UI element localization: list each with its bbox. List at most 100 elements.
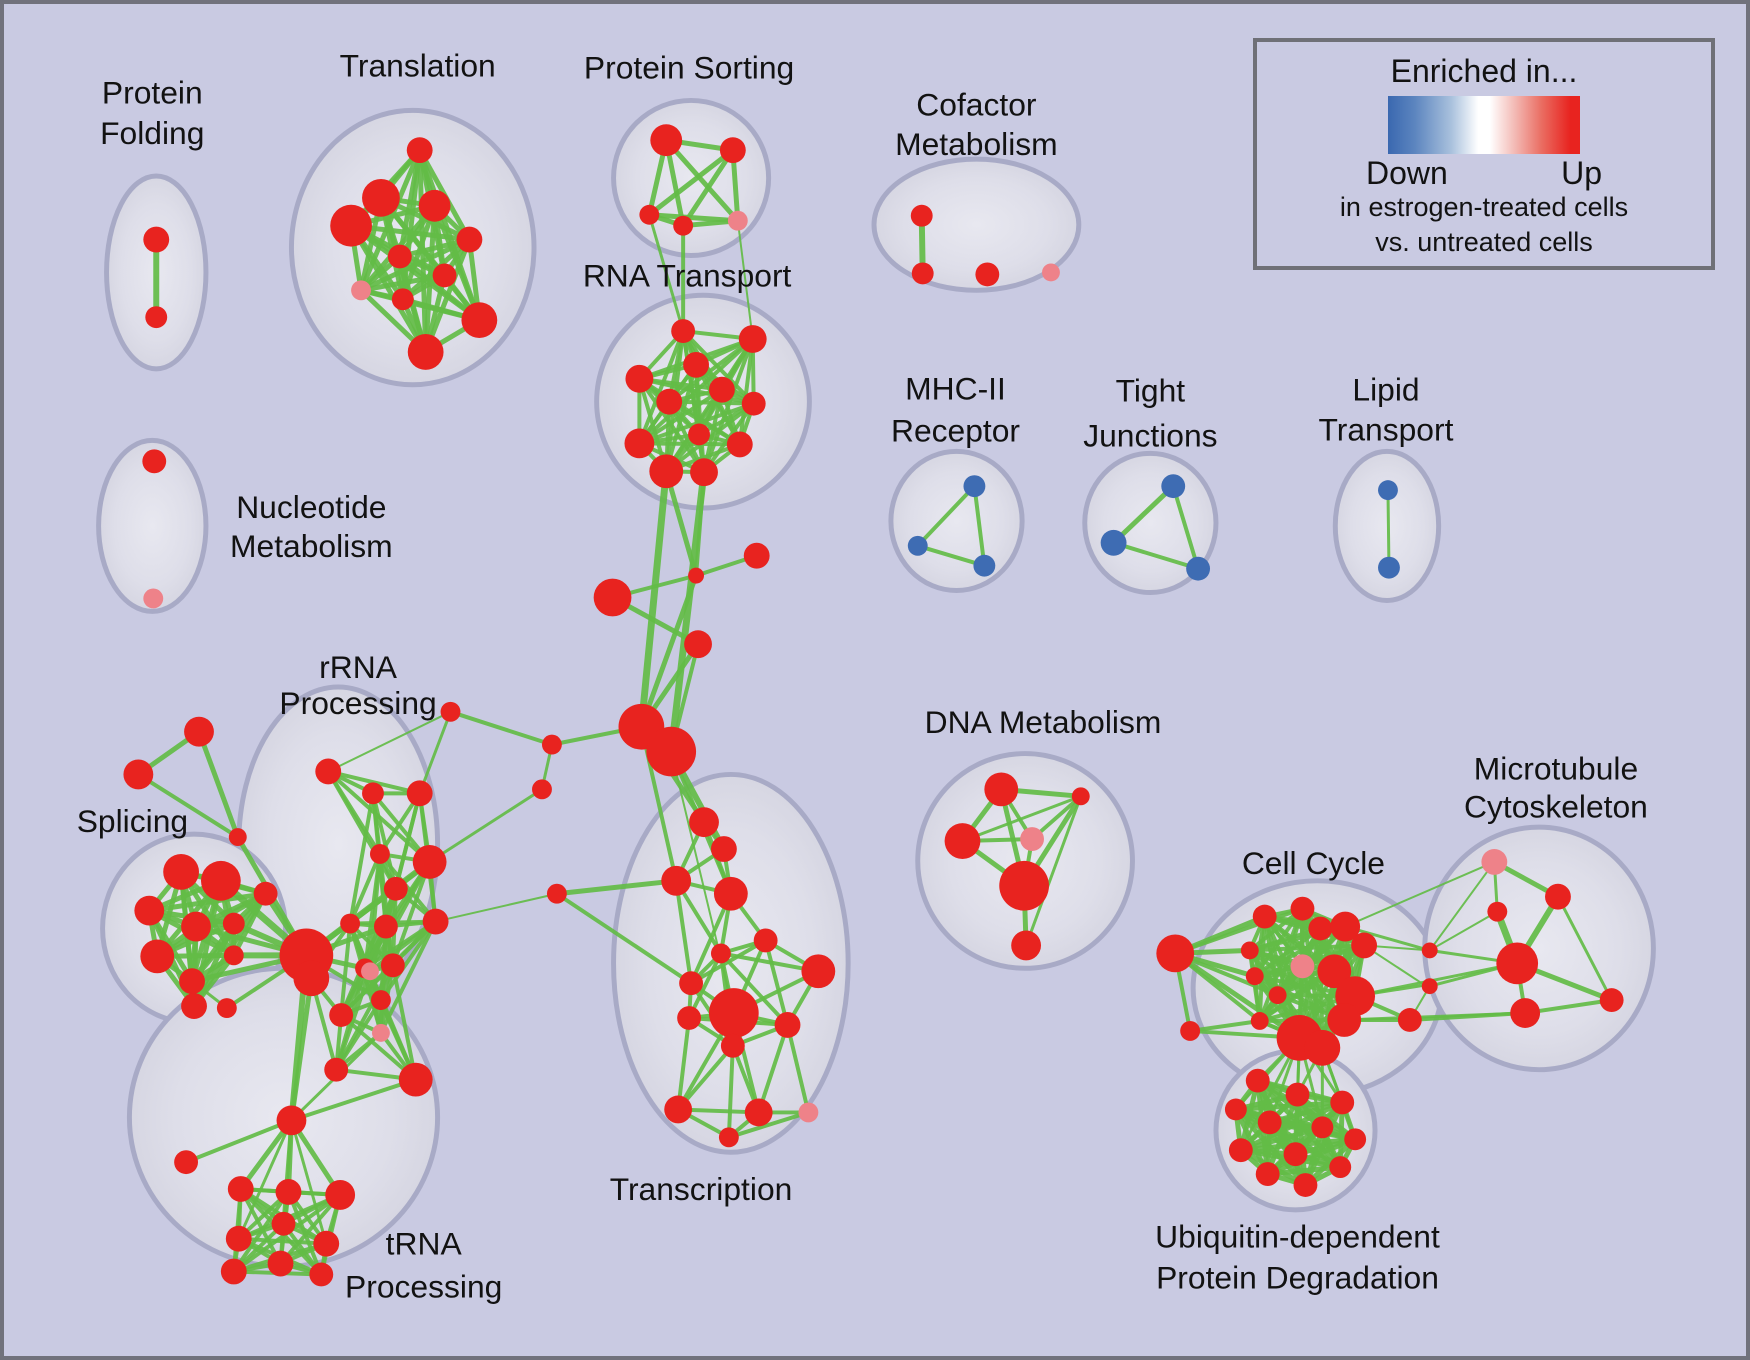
gene-set-node [1020,827,1044,851]
cluster-ellipse-dna-metabolism [915,751,1135,971]
gene-set-node [798,1102,819,1123]
enrichment-edge [670,750,735,1015]
gene-set-node [944,823,981,859]
enrichment-edge [1556,895,1614,1002]
cluster-ellipse-microtubule-cytoskeleton [1422,824,1656,1073]
gene-set-node [726,431,753,458]
enrichment-edge [326,769,398,891]
gene-set-node [661,865,692,896]
gene-set-node [179,968,205,995]
legend-scale-labels: Down Up [1366,156,1602,190]
gene-set-node [223,945,244,966]
cluster-label-protein-folding: Protein [102,74,203,110]
gene-set-node [743,542,770,569]
enrichment-edge [915,484,977,548]
gene-set-node [1283,1142,1308,1167]
cluster-label-tight-junctions: Tight [1116,373,1186,409]
enrichment-edge [736,219,754,341]
legend-gradient-bar [1388,96,1580,154]
enrichment-edge [370,791,398,891]
cluster-label-nucleotide-metabolism: Nucleotide [236,489,386,525]
network-svg: Protein Folding Translation Protein Sorting… [77,48,1656,1304]
gene-set-node [398,1062,433,1097]
enrichment-edge [1233,1100,1345,1112]
enrichment-edge [737,337,755,447]
gene-set-node [432,263,457,288]
gene-set-node [1487,901,1508,922]
gene-set-node [710,943,731,964]
enrichment-edge [196,729,241,840]
enrichment-edge [972,484,987,568]
cluster-label-mhc-ii-receptor: MHC-II [905,371,1006,407]
enrichment-edge [554,891,694,986]
gene-set-node [801,954,836,989]
gene-set-node [324,1057,349,1082]
gene-set-node [671,319,696,343]
enrichment-edge [237,1118,293,1241]
gene-set-node [1421,978,1438,995]
enrichment-edge [637,467,670,731]
gene-set-node [330,204,372,247]
gene-set-node [688,567,705,584]
gene-set-node [1304,1029,1341,1066]
gene-set-node [1250,1012,1269,1030]
enrichment-edge [238,1187,283,1266]
gene-set-node [546,883,567,904]
cluster-label-nucleotide-metabolism: Metabolism [230,528,393,564]
cluster-label-rna-transport: RNA Transport [583,257,792,293]
gene-set-node [1290,896,1315,921]
gene-set-node [461,302,498,339]
gene-set-node [639,204,660,225]
cluster-label-cofactor-metabolism: Cofactor [916,86,1037,122]
gene-set-node [774,1012,801,1038]
enrichment-edge [326,769,422,796]
cluster-label-cofactor-metabolism: Metabolism [895,126,1058,162]
gene-set-node [690,458,718,487]
gene-set-node [351,280,371,301]
gene-set-node [1224,1098,1247,1121]
gene-set-node [406,780,433,807]
enrichment-edge [667,399,756,406]
legend-title: Enriched in... [1390,53,1578,89]
gene-set-node [406,137,433,164]
gene-set-node [228,828,247,847]
cluster-label-ubiquitin-degradation: Protein Degradation [1156,1259,1439,1295]
gene-set-node [1496,942,1539,985]
enrichment-edge [1172,950,1302,1041]
gene-set-node [1268,986,1287,1005]
gene-set-node [1421,942,1438,959]
enrichment-edge [763,938,790,1027]
gene-set-node [1255,1162,1280,1187]
enrichment-edge [1173,906,1305,956]
gene-set-node [276,1105,307,1136]
gene-set-node [267,1250,294,1277]
gene-set-node [387,244,412,269]
gene-set-node [1329,1156,1352,1179]
enrichment-edge [554,878,679,897]
cluster-ellipse-mhc-ii-receptor [888,448,1025,594]
enrichment-edge [646,147,736,218]
enrichment-edge [348,223,429,355]
gene-set-node [325,1180,356,1210]
enrichment-edge [236,1236,329,1246]
gene-set-node [200,860,241,901]
gene-set-node [1011,930,1042,961]
gene-set-node [1311,1116,1334,1139]
enrichment-edge [1238,1124,1325,1153]
gene-set-node [440,701,461,722]
enrichment-edge [327,710,452,773]
gene-set-node [1293,1173,1318,1197]
enrichment-edge [358,272,448,293]
enrichment-edge [637,376,706,475]
gene-set-node [649,454,684,489]
gene-set-node [225,1225,252,1252]
enrichment-edge [146,891,269,914]
enrichment-edge [278,1192,343,1266]
gene-set-node [220,1258,247,1285]
enrichment-edge [348,791,375,926]
gene-set-node [340,913,361,934]
gene-set-node [1481,849,1508,875]
gene-set-node [371,1023,390,1042]
enrichment-edge [681,329,756,406]
